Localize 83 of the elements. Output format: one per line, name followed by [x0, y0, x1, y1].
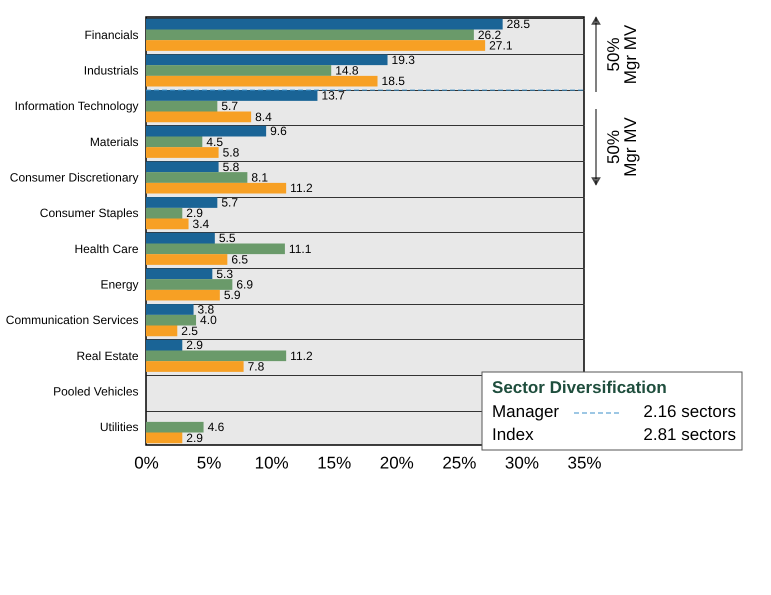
data-label: 14.8 [335, 64, 359, 78]
y-tick-label: Energy [100, 278, 138, 292]
bar [146, 254, 228, 265]
data-label: 5.8 [222, 146, 240, 160]
data-label: 18.5 [382, 74, 406, 88]
annotation: Sector Diversification [492, 378, 667, 397]
bar [146, 243, 285, 254]
text: 50% Mgr MV [604, 116, 640, 177]
bar [146, 314, 196, 326]
data-label: 5.8 [222, 160, 240, 174]
bar [146, 18, 503, 30]
y-tick-label: Materials [90, 134, 138, 149]
data-label: 5.5 [218, 231, 236, 246]
x-tick-label: 0% [134, 454, 159, 472]
y-tick-label: Utilities [100, 420, 138, 434]
bar [146, 340, 182, 350]
bar [146, 126, 266, 136]
annotation: Manager [492, 402, 560, 421]
data-label: 2.5 [181, 324, 198, 338]
bar [146, 40, 486, 51]
data-label: 28.5 [506, 17, 530, 32]
bar [146, 182, 286, 194]
data-label: 19.3 [392, 52, 416, 67]
data-label: 4.5 [206, 134, 224, 149]
bar [146, 232, 215, 244]
bar [146, 100, 218, 112]
bar [146, 350, 286, 362]
bar [146, 268, 212, 280]
data-label: 8.1 [251, 170, 268, 184]
x-tick-label: 10% [254, 454, 289, 472]
bar [146, 304, 194, 315]
bar [146, 218, 189, 230]
y-tick-label: Consumer Discretionary [10, 170, 138, 184]
bar [146, 172, 248, 183]
text: 2.16 sectors [643, 402, 736, 421]
data-label: 2.9 [186, 338, 204, 352]
y-tick-label: Industrials [84, 64, 138, 78]
text: 50% Mgr MV [604, 24, 640, 84]
x-tick-label: 25% [442, 454, 476, 472]
data-label: 5.7 [221, 195, 238, 210]
data-label: 11.2 [290, 181, 313, 196]
y-tick-label: Communication Services [6, 313, 138, 328]
x-tick-label: 15% [317, 454, 352, 472]
bar [146, 136, 202, 148]
x-tick-label: 35% [567, 454, 602, 472]
bar [146, 76, 378, 87]
bar [146, 197, 218, 208]
x-tick-label: 5% [196, 454, 222, 472]
data-label: 5.7 [221, 99, 238, 114]
bar [146, 208, 182, 219]
bar [146, 147, 219, 158]
data-label: 9.6 [270, 124, 288, 138]
y-tick-label: Real Estate [76, 348, 139, 363]
bar [146, 90, 318, 101]
y-tick-label: Financials [84, 28, 138, 42]
bar [146, 326, 178, 336]
data-label: 8.4 [255, 110, 272, 124]
bar [146, 54, 388, 66]
y-tick-label: Consumer Staples [40, 206, 138, 220]
data-label: 11.1 [288, 242, 312, 256]
y-tick-label: Information Technology [14, 99, 138, 114]
x-tick-label: 30% [504, 454, 539, 472]
data-label: 5.3 [216, 266, 234, 281]
y-tick-label: Health Care [74, 242, 139, 256]
data-label: 2.9 [186, 430, 204, 445]
bar [146, 361, 244, 372]
bar [146, 432, 182, 444]
bar [146, 161, 219, 172]
data-label: 4.6 [208, 420, 225, 434]
text: 2.81 sectors [643, 425, 736, 444]
bar [146, 422, 204, 433]
bar [146, 279, 232, 290]
annotation: Index [492, 425, 534, 444]
bar [146, 290, 220, 301]
bar [146, 65, 332, 76]
data-label: 6.5 [231, 252, 248, 267]
y-tick-label: Pooled Vehicles [53, 384, 138, 398]
data-label: 7.8 [248, 360, 265, 374]
bar [146, 112, 252, 122]
data-label: 13.7 [321, 88, 346, 102]
x-tick-label: 20% [380, 454, 414, 472]
data-label: 11.2 [290, 348, 313, 363]
bar [146, 29, 474, 40]
